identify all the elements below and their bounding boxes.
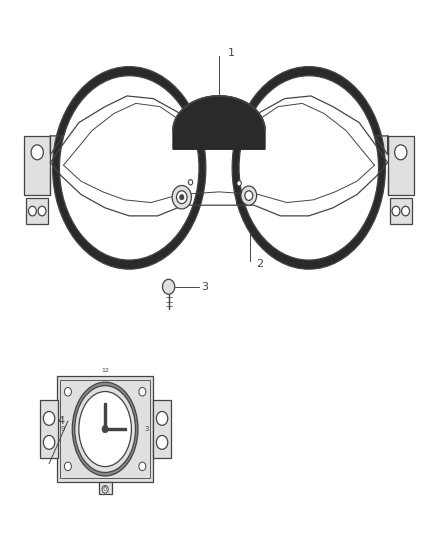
Bar	[99, 482, 112, 494]
Ellipse shape	[232, 67, 385, 269]
Circle shape	[177, 191, 187, 204]
Bar	[388, 136, 414, 195]
Text: 4: 4	[57, 416, 64, 426]
Circle shape	[188, 180, 193, 185]
Polygon shape	[173, 96, 265, 149]
Ellipse shape	[75, 386, 135, 472]
Circle shape	[31, 145, 43, 160]
Circle shape	[395, 145, 407, 160]
Ellipse shape	[239, 76, 378, 260]
Circle shape	[245, 191, 253, 200]
Text: 3: 3	[201, 282, 208, 292]
Ellipse shape	[72, 382, 138, 476]
Circle shape	[43, 435, 55, 449]
Circle shape	[402, 206, 410, 216]
Ellipse shape	[53, 67, 206, 269]
Circle shape	[139, 387, 146, 396]
Ellipse shape	[60, 76, 199, 260]
Circle shape	[241, 186, 257, 205]
Bar	[60, 380, 150, 478]
Circle shape	[162, 279, 175, 294]
Bar	[24, 136, 50, 195]
Circle shape	[43, 411, 55, 425]
FancyArrow shape	[105, 429, 127, 430]
Text: 6: 6	[103, 486, 107, 492]
Bar	[390, 198, 412, 224]
Bar	[40, 400, 58, 458]
Polygon shape	[374, 136, 388, 155]
Bar	[153, 400, 171, 458]
Circle shape	[156, 411, 168, 425]
Circle shape	[38, 206, 46, 216]
Text: 2: 2	[256, 259, 263, 269]
Text: 3: 3	[145, 426, 149, 432]
Circle shape	[392, 206, 400, 216]
Text: 9: 9	[61, 426, 65, 432]
Circle shape	[156, 435, 168, 449]
Text: 1: 1	[228, 49, 235, 58]
Polygon shape	[50, 136, 64, 155]
Circle shape	[172, 185, 191, 209]
FancyArrow shape	[104, 403, 106, 429]
Ellipse shape	[79, 392, 131, 466]
Circle shape	[102, 486, 108, 493]
Circle shape	[139, 462, 146, 471]
Circle shape	[102, 425, 108, 433]
Circle shape	[28, 206, 36, 216]
Circle shape	[64, 387, 71, 396]
Circle shape	[180, 195, 184, 200]
Circle shape	[237, 181, 241, 186]
Bar	[26, 198, 48, 224]
Circle shape	[64, 462, 71, 471]
Text: 12: 12	[101, 368, 109, 373]
Bar	[57, 376, 153, 482]
